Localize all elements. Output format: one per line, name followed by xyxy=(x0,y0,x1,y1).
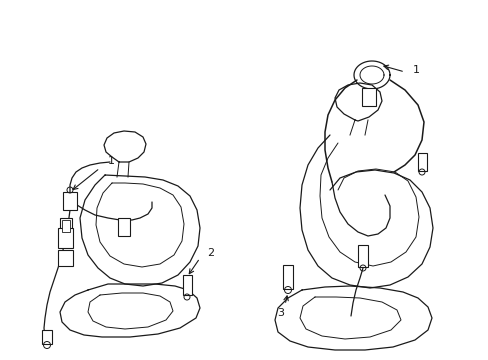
Bar xyxy=(58,250,73,266)
Bar xyxy=(62,220,70,232)
Bar xyxy=(417,153,426,171)
Bar xyxy=(357,245,367,267)
Bar xyxy=(283,265,292,289)
Bar xyxy=(42,330,52,344)
Bar xyxy=(60,218,72,234)
Bar xyxy=(58,228,73,248)
Bar xyxy=(183,275,192,295)
Bar xyxy=(118,218,130,236)
Text: 3: 3 xyxy=(276,308,284,318)
Bar xyxy=(63,192,77,210)
Text: 1: 1 xyxy=(108,156,115,166)
Text: 1: 1 xyxy=(412,65,419,75)
Bar xyxy=(361,88,375,106)
Text: 2: 2 xyxy=(206,248,214,258)
